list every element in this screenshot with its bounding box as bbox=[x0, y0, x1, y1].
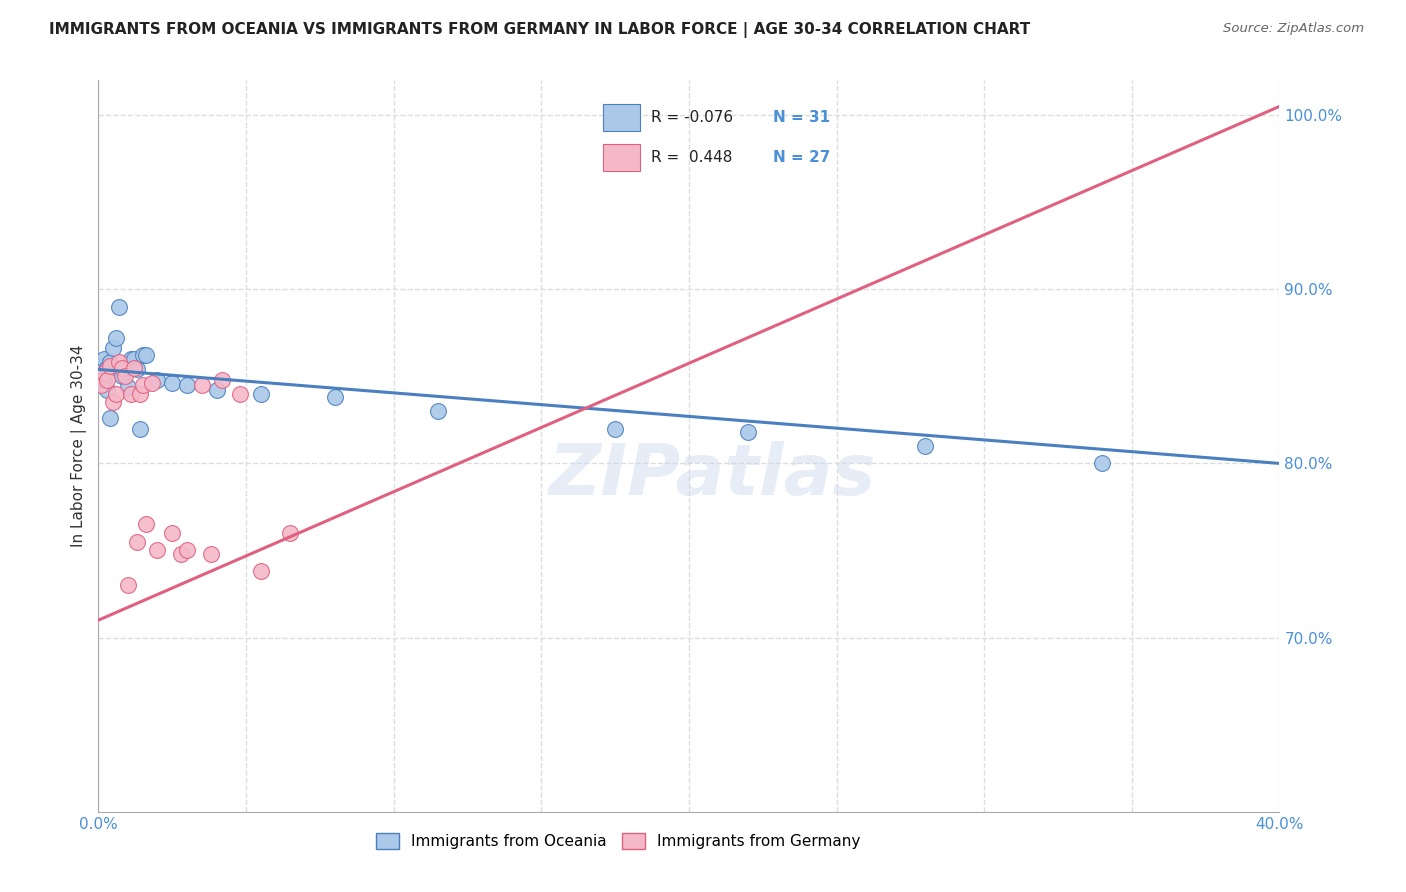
Point bbox=[1091, 457, 1114, 471]
Point bbox=[135, 348, 157, 362]
Point bbox=[96, 373, 118, 387]
Point bbox=[280, 526, 302, 541]
Point bbox=[914, 439, 936, 453]
Point bbox=[146, 543, 169, 558]
Point bbox=[93, 351, 115, 366]
Point bbox=[111, 360, 134, 375]
Point bbox=[176, 378, 198, 392]
Point bbox=[93, 373, 115, 387]
Point bbox=[135, 517, 157, 532]
Point bbox=[205, 384, 228, 398]
Point bbox=[90, 369, 112, 384]
Text: ZIPatlas: ZIPatlas bbox=[548, 441, 876, 509]
Point bbox=[737, 425, 759, 439]
Point bbox=[98, 355, 121, 369]
Point bbox=[191, 378, 214, 392]
Point bbox=[96, 384, 118, 398]
Point bbox=[114, 369, 136, 384]
Point bbox=[211, 373, 233, 387]
Point bbox=[103, 395, 125, 409]
Point bbox=[323, 390, 346, 404]
Point bbox=[162, 376, 183, 391]
Point bbox=[98, 411, 121, 425]
Point bbox=[132, 378, 155, 392]
Point bbox=[105, 331, 128, 345]
Point bbox=[122, 360, 145, 375]
Point bbox=[427, 404, 450, 418]
Point bbox=[250, 565, 273, 579]
Point bbox=[103, 342, 125, 356]
Text: IMMIGRANTS FROM OCEANIA VS IMMIGRANTS FROM GERMANY IN LABOR FORCE | AGE 30-34 CO: IMMIGRANTS FROM OCEANIA VS IMMIGRANTS FR… bbox=[49, 22, 1031, 38]
Point bbox=[108, 355, 131, 369]
Text: Source: ZipAtlas.com: Source: ZipAtlas.com bbox=[1223, 22, 1364, 36]
Point bbox=[114, 360, 136, 375]
Point bbox=[111, 369, 134, 384]
Point bbox=[250, 386, 273, 401]
Point bbox=[200, 547, 222, 561]
Point bbox=[605, 421, 627, 435]
Point bbox=[90, 359, 112, 373]
Point bbox=[98, 359, 121, 373]
Point bbox=[128, 421, 150, 435]
Point bbox=[125, 362, 148, 376]
Point bbox=[93, 366, 115, 380]
Point bbox=[122, 351, 145, 366]
Point bbox=[176, 543, 198, 558]
Legend: Immigrants from Oceania, Immigrants from Germany: Immigrants from Oceania, Immigrants from… bbox=[370, 827, 866, 855]
Point bbox=[90, 378, 112, 392]
Point bbox=[170, 547, 193, 561]
Point bbox=[141, 376, 163, 391]
Point bbox=[162, 526, 183, 541]
Point bbox=[146, 373, 169, 387]
Point bbox=[117, 380, 139, 394]
Point bbox=[96, 360, 118, 375]
Point bbox=[108, 300, 131, 314]
Point bbox=[132, 348, 155, 362]
Point bbox=[128, 386, 150, 401]
Point bbox=[105, 386, 128, 401]
Point bbox=[229, 386, 252, 401]
Point bbox=[120, 351, 142, 366]
Point bbox=[120, 386, 142, 401]
Point bbox=[117, 578, 139, 592]
Point bbox=[125, 534, 148, 549]
Y-axis label: In Labor Force | Age 30-34: In Labor Force | Age 30-34 bbox=[72, 344, 87, 548]
